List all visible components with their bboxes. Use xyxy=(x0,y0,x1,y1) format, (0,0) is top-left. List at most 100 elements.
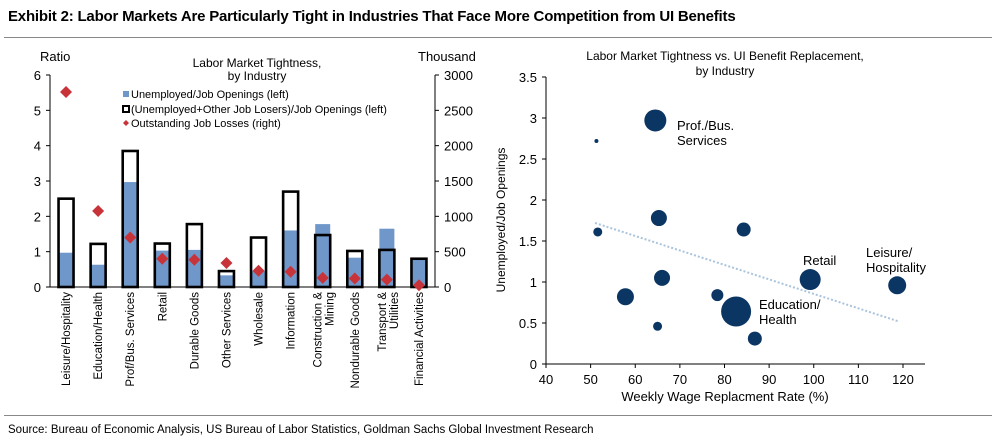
diamond-job-losses xyxy=(316,271,329,284)
bar-unemployed-plus-losers xyxy=(89,242,107,289)
x-tick-label: 80 xyxy=(717,372,731,387)
x-axis-label: Weekly Wage Replacment Rate (%) xyxy=(621,389,828,404)
bubble-point xyxy=(593,227,603,237)
bar-unemployed-plus-losers xyxy=(378,248,396,289)
bar-unemployed-plus-losers xyxy=(153,242,172,289)
y-tick-label-right: 2000 xyxy=(444,139,473,154)
bubble-point xyxy=(644,109,667,132)
diamond-job-losses xyxy=(380,273,393,286)
x-tick-label: 110 xyxy=(848,372,869,387)
y-tick-label-right: 0 xyxy=(444,280,451,295)
bubble-point xyxy=(711,289,724,302)
y-tick-label: 2 xyxy=(530,193,537,208)
category-label: Utilities xyxy=(389,292,401,329)
category-label: Durable Goods xyxy=(189,292,201,370)
bar-unemployed-plus-losers xyxy=(313,233,332,289)
bar-unemployed xyxy=(315,224,331,287)
category-label: Information xyxy=(286,292,298,350)
y-tick-label-left: 1 xyxy=(34,245,41,260)
bar-unemployed-plus-losers xyxy=(281,190,300,289)
legend-label: (Unemployed+Other Job Losers)/Job Openin… xyxy=(131,104,387,116)
legend-label: Outstanding Job Losses (right) xyxy=(131,118,281,130)
y-tick-label-right: 2500 xyxy=(444,103,473,118)
bubble-point xyxy=(747,331,762,346)
diamond-job-losses xyxy=(124,231,137,244)
exhibit-title: Exhibit 2: Labor Markets Are Particularl… xyxy=(8,8,736,25)
y-tick-label: 1 xyxy=(530,275,537,290)
bar-unemployed-plus-losers xyxy=(249,236,268,289)
bubble-point xyxy=(799,269,821,291)
bubble-point xyxy=(654,269,671,286)
x-tick-label: 90 xyxy=(762,372,776,387)
y-tick-label-left: 4 xyxy=(34,139,41,154)
bar-unemployed xyxy=(218,275,234,287)
y-tick-label-right: 3000 xyxy=(444,68,473,83)
bar-chart: 0 1 2 3 4 5 6 0 500 1000 1500 2000 2500 3000 Ratio Thou… xyxy=(34,49,476,389)
category-label: Retail xyxy=(157,292,169,321)
bar-unemployed xyxy=(58,252,74,287)
bar-unemployed xyxy=(251,271,267,287)
category-label: Mining xyxy=(325,292,337,326)
bar-unemployed xyxy=(379,228,395,287)
point-label: Leisure/ xyxy=(866,245,913,260)
chart-title: Labor Market Tightness vs. UI Benefit Re… xyxy=(586,49,863,63)
y-tick-label: 0 xyxy=(530,357,537,372)
point-label: Health xyxy=(759,312,797,327)
category-label: Leisure/Hospitality xyxy=(61,292,73,386)
bubble-point xyxy=(594,138,599,143)
y-tick-label-left: 0 xyxy=(34,280,41,295)
point-label: Services xyxy=(677,133,727,148)
bar-unemployed xyxy=(411,259,427,287)
bar-unemployed-plus-losers xyxy=(121,149,140,289)
y-tick-label: 3.5 xyxy=(519,70,537,85)
right-axis-label: Thousand xyxy=(418,49,476,64)
diamond-job-losses xyxy=(156,252,169,265)
diamond-job-losses xyxy=(60,85,73,98)
chart-title: by Industry xyxy=(228,69,287,83)
point-label: Hospitality xyxy=(866,260,926,275)
point-label: Retail xyxy=(803,253,836,268)
y-axis-label: Unemployed/Job Openings xyxy=(494,148,508,293)
bottom-divider xyxy=(4,415,992,416)
y-tick-label-left: 3 xyxy=(34,174,41,189)
y-tick-label: 1.5 xyxy=(519,234,537,249)
x-tick-label: 50 xyxy=(583,372,597,387)
y-tick-label-right: 1000 xyxy=(444,209,473,224)
category-label: Prof/Bus. Services xyxy=(125,292,137,387)
legend-label: Unemployed/Job Openings (left) xyxy=(131,89,289,101)
bubble-point xyxy=(653,321,663,331)
bar-unemployed-plus-losers xyxy=(217,269,236,289)
legend-swatch-filled xyxy=(123,91,129,97)
category-label: Transport & xyxy=(377,292,389,352)
y-tick-label-left: 2 xyxy=(34,209,41,224)
point-label: Prof./Bus. xyxy=(677,118,734,133)
top-divider xyxy=(4,37,992,38)
bar-unemployed-plus-losers xyxy=(57,197,75,289)
y-tick-label-left: 5 xyxy=(34,103,41,118)
category-label: Construction & xyxy=(313,292,325,368)
bar-unemployed-plus-losers xyxy=(345,249,364,289)
left-axis-label: Ratio xyxy=(40,49,70,64)
source-note: Source: Bureau of Economic Analysis, US … xyxy=(8,424,594,436)
y-tick-label: 2.5 xyxy=(519,152,537,167)
y-tick-label-right: 1500 xyxy=(444,174,473,189)
trendline xyxy=(594,222,899,323)
bubble-point xyxy=(721,296,752,327)
y-tick-label-left: 6 xyxy=(34,68,41,83)
x-tick-label: 70 xyxy=(673,372,687,387)
bar-unemployed xyxy=(90,264,106,287)
y-tick-label: 3 xyxy=(530,111,537,126)
diamond-job-losses xyxy=(412,279,425,292)
bubble-point xyxy=(616,288,634,306)
bar-unemployed-plus-losers xyxy=(185,222,204,289)
category-label: Nondurable Goods xyxy=(350,292,362,389)
diamond-job-losses xyxy=(348,272,361,285)
x-tick-label: 100 xyxy=(803,372,825,387)
chart-title: Labor Market Tightness, xyxy=(193,56,322,70)
category-label: Wholesale xyxy=(254,292,266,346)
bar-unemployed xyxy=(283,230,299,287)
y-tick-label: 0.5 xyxy=(519,316,537,331)
x-tick-label: 60 xyxy=(628,372,642,387)
x-tick-label: 40 xyxy=(539,372,553,387)
legend-swatch-outline xyxy=(122,105,130,113)
